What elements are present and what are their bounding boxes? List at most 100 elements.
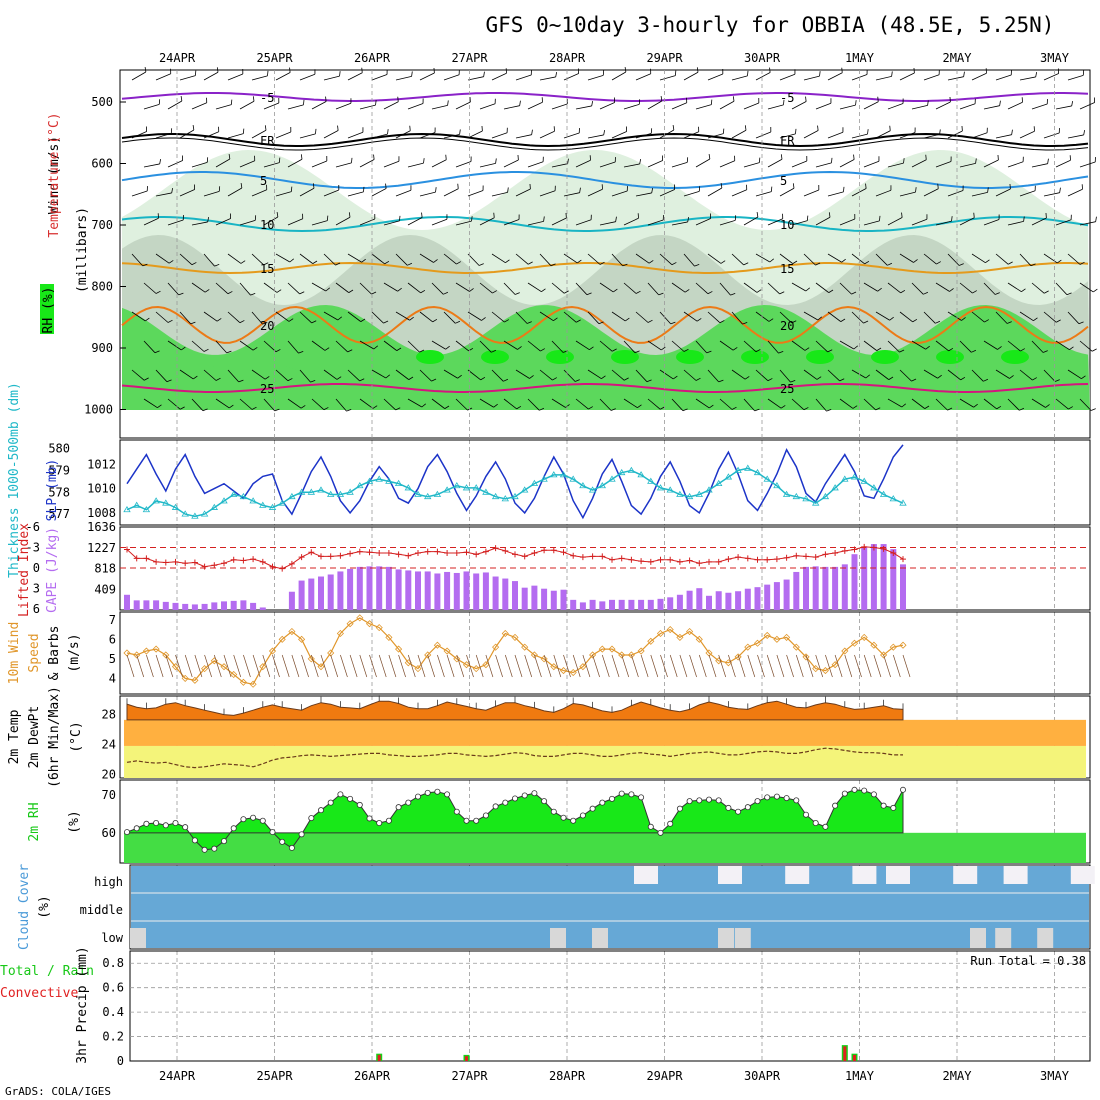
wind-barb — [827, 311, 842, 322]
wind-barb-10m — [902, 654, 911, 678]
wind-barb-flag — [625, 317, 630, 322]
wind-barb-flag — [743, 262, 749, 266]
wind-barb — [911, 105, 928, 110]
wind-barb — [503, 282, 516, 295]
wind-barb — [671, 398, 684, 411]
wind-barb — [419, 369, 432, 382]
wind-barb-flag — [207, 216, 209, 223]
wind-barb — [443, 74, 460, 81]
wind-barb — [275, 72, 291, 81]
wind-barb — [179, 189, 195, 197]
wind-barb-flag — [315, 128, 317, 134]
wind-barb-flag — [792, 260, 798, 264]
wind-barb-10m — [892, 654, 901, 678]
rh-point — [405, 799, 412, 806]
wind-barb-flag — [159, 158, 161, 165]
wind-barb-flag — [615, 216, 617, 222]
wind-barb — [995, 311, 1008, 324]
lifted-index-point — [337, 552, 344, 559]
wind-barb — [923, 188, 939, 197]
wind-barb — [779, 369, 791, 383]
wind-barb-flag — [819, 71, 821, 77]
wind-barb-flag — [191, 262, 197, 266]
pressure-level-ticks: 500 600 700 800 900 1000 — [84, 95, 126, 417]
cape-bar — [172, 602, 179, 610]
wind-barb-flag — [888, 376, 894, 380]
wind-barb-flag — [372, 405, 378, 409]
wind-barb-10m — [844, 654, 853, 678]
thickness-tick: 580 — [48, 442, 70, 456]
wind-barb — [1007, 161, 1024, 168]
wind-barb — [263, 102, 279, 110]
wind-barb-flag — [361, 67, 363, 73]
wind-barb — [587, 74, 604, 81]
wind-barb-flag — [1059, 187, 1061, 193]
wind-barb — [203, 71, 219, 81]
wind-barb — [551, 282, 565, 294]
wind-barb — [515, 311, 528, 324]
cloud-low-block — [592, 928, 608, 948]
wind-barb-flag — [154, 350, 160, 354]
rh2m-units-label: (%) — [67, 810, 82, 833]
wind-barb — [395, 189, 412, 197]
lifted-index-point — [327, 553, 334, 560]
cape-bar — [124, 594, 130, 610]
wind-barb — [875, 76, 892, 81]
wind-speed-point — [860, 633, 868, 641]
wind-barb-flag — [855, 100, 857, 106]
wind-barb — [1019, 369, 1033, 381]
thickness-point — [841, 475, 849, 482]
wind-barb — [311, 282, 327, 292]
cape-bar — [560, 589, 567, 610]
wind-barb-flag — [1068, 406, 1073, 410]
wind-barb — [527, 398, 540, 411]
rh-point — [366, 815, 373, 822]
temp-tick: 28 — [102, 708, 116, 722]
wind-barb — [851, 369, 867, 379]
wind-barb — [851, 253, 865, 265]
wind-barb — [707, 253, 722, 264]
rh2m-ticks: 60 70 — [102, 788, 116, 840]
wind-barb-flag — [876, 347, 882, 351]
wind-barb-flag — [459, 129, 461, 135]
wind-barb — [683, 311, 698, 322]
wind-barb-flag — [732, 96, 735, 102]
wind-barb — [731, 75, 748, 81]
wind-barb — [1067, 134, 1084, 139]
wind-barb — [743, 398, 756, 412]
lifted-index-point — [890, 549, 897, 556]
temperature-axis-label: Temperature (°C) — [47, 112, 62, 237]
wind-barb-flag — [925, 154, 927, 160]
wind-barb — [815, 398, 827, 412]
wind-barb — [647, 219, 664, 226]
wind-barb-flag — [264, 376, 270, 380]
rh-point — [279, 838, 286, 845]
wind-barb-flag — [731, 406, 737, 410]
wind-barb — [323, 311, 339, 321]
wind-barb-flag — [841, 67, 843, 73]
rh-point — [764, 794, 771, 801]
wind-barb — [227, 311, 241, 324]
cape-bar — [453, 572, 460, 610]
wind-barb — [203, 311, 218, 322]
wind-barb-10m — [301, 654, 309, 678]
wind-speed-point — [191, 676, 199, 684]
wind-barb — [839, 282, 852, 295]
wind-barb-flag — [407, 262, 413, 266]
rh-point — [841, 790, 848, 797]
wind-barb-flag — [337, 316, 343, 321]
credit-text: GrADS: COLA/IGES — [5, 1085, 111, 1098]
rh-point — [347, 795, 354, 802]
cloud-level-tick: low — [101, 931, 123, 945]
li-tick: 3 — [33, 582, 40, 596]
lifted-index-point — [308, 549, 315, 556]
wind-barb-flag — [300, 405, 306, 409]
wind-barb — [983, 159, 999, 168]
wind-barb-flag — [495, 158, 497, 164]
wind-barb-10m — [524, 654, 533, 678]
precip-tick: 0 — [117, 1054, 124, 1068]
lifted-index-point — [424, 548, 431, 555]
wind-barb — [647, 100, 663, 110]
rh-point — [143, 820, 150, 827]
wind-barb-flag — [361, 258, 366, 263]
